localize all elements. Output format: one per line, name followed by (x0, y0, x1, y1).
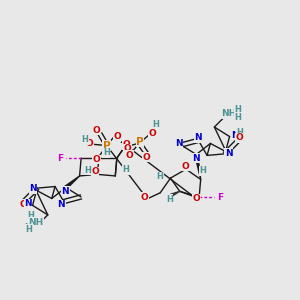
Text: O: O (149, 129, 157, 138)
Text: N: N (61, 187, 69, 196)
Text: N: N (24, 200, 32, 208)
Text: O: O (92, 126, 100, 135)
Polygon shape (195, 154, 201, 179)
Text: H: H (200, 166, 206, 175)
Text: NH: NH (221, 110, 236, 118)
Text: H: H (28, 211, 34, 220)
Text: H: H (122, 165, 129, 174)
Text: O: O (235, 133, 243, 142)
Text: H: H (166, 195, 173, 204)
Text: N: N (29, 184, 37, 193)
Text: O: O (182, 162, 189, 171)
Text: N: N (195, 134, 202, 142)
Text: O: O (143, 153, 151, 162)
Polygon shape (65, 176, 80, 189)
Text: O: O (19, 200, 27, 209)
Text: H: H (25, 224, 32, 233)
Text: P: P (136, 136, 144, 147)
Text: H: H (126, 153, 133, 162)
Text: F: F (217, 193, 223, 202)
Text: H: H (82, 135, 88, 144)
Text: O: O (91, 167, 99, 176)
Text: O: O (140, 193, 148, 202)
Text: O: O (113, 132, 121, 141)
Text: O: O (93, 155, 101, 164)
Text: N: N (225, 149, 232, 158)
Text: F: F (58, 154, 64, 163)
Text: H: H (25, 223, 32, 232)
Text: O: O (126, 151, 134, 160)
Text: H: H (234, 105, 241, 114)
Text: N: N (193, 154, 200, 163)
Text: N: N (58, 200, 65, 209)
Polygon shape (170, 191, 180, 196)
Text: H: H (157, 172, 164, 181)
Text: O: O (86, 139, 94, 148)
Text: H: H (237, 128, 244, 136)
Text: H: H (85, 166, 92, 175)
Text: O: O (124, 144, 131, 153)
Text: N: N (175, 139, 182, 148)
Text: NH: NH (28, 218, 43, 226)
Text: P: P (103, 140, 110, 151)
Text: N: N (231, 130, 239, 140)
Text: O: O (192, 194, 200, 203)
Text: H: H (234, 113, 241, 122)
Text: H: H (152, 120, 159, 129)
Text: O: O (122, 140, 130, 149)
Text: H: H (103, 148, 110, 157)
